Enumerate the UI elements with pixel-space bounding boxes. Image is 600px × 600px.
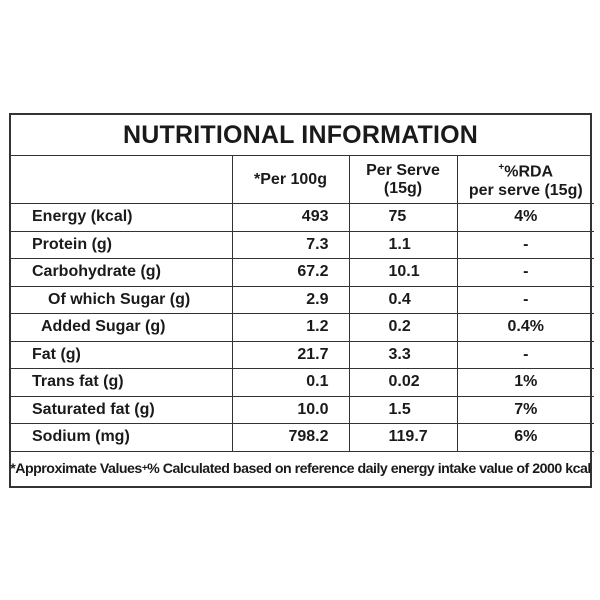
value-rda: - bbox=[456, 285, 594, 314]
value-per-100g: 7.3 bbox=[231, 230, 350, 259]
header-rda-line1: %RDA bbox=[504, 163, 554, 181]
header-per-100g-label: *Per 100g bbox=[254, 170, 327, 188]
nutrient-name: Sodium (mg) bbox=[11, 423, 233, 452]
value-per-serve: 10.1 bbox=[348, 258, 458, 287]
header-rda: +%RDA per serve (15g) bbox=[456, 156, 594, 204]
nutrient-name: Added Sugar (g) bbox=[11, 313, 233, 342]
table-row: Trans fat (g) 0.1 0.02 1% bbox=[11, 368, 594, 397]
value-rda: 1% bbox=[456, 368, 594, 397]
value-rda: 7% bbox=[456, 395, 594, 424]
value-per-serve: 0.02 bbox=[348, 368, 458, 397]
nutrient-name: Carbohydrate (g) bbox=[11, 258, 233, 287]
nutrient-name: Protein (g) bbox=[11, 230, 233, 259]
table-row: Fat (g) 21.7 3.3 - bbox=[11, 340, 594, 369]
header-rda-line2: per serve (15g) bbox=[468, 181, 583, 199]
header-per-serve-line1: Per Serve bbox=[366, 161, 440, 179]
nutrition-table: *Per 100g Per Serve (15g) +%RDA per serv… bbox=[11, 156, 594, 452]
nutrition-panel: NUTRITIONAL INFORMATION *Per 100g Per Se… bbox=[9, 113, 594, 488]
value-rda: - bbox=[456, 258, 594, 287]
nutrient-name: Of which Sugar (g) bbox=[11, 285, 233, 314]
table-header-row: *Per 100g Per Serve (15g) +%RDA per serv… bbox=[11, 156, 594, 204]
footnote: *Approximate Values + % Calculated based… bbox=[10, 451, 591, 486]
table-row: Carbohydrate (g) 67.2 10.1 - bbox=[11, 258, 594, 287]
value-per-serve: 0.4 bbox=[348, 285, 458, 314]
value-rda: 0.4% bbox=[456, 313, 594, 342]
nutrient-name: Trans fat (g) bbox=[11, 368, 233, 397]
header-per-serve: Per Serve (15g) bbox=[348, 156, 458, 204]
value-rda: - bbox=[456, 230, 594, 259]
value-per-100g: 0.1 bbox=[231, 368, 350, 397]
header-rda-mark: + bbox=[498, 162, 505, 174]
nutrient-name: Saturated fat (g) bbox=[11, 395, 233, 424]
value-rda: - bbox=[456, 340, 594, 369]
table-row: Saturated fat (g) 10.0 1.5 7% bbox=[11, 395, 594, 424]
header-nutrient bbox=[11, 156, 233, 204]
footnote-mark: + bbox=[141, 463, 148, 474]
value-rda: 4% bbox=[456, 203, 594, 232]
value-per-100g: 2.9 bbox=[231, 285, 350, 314]
table-row: Added Sugar (g) 1.2 0.2 0.4% bbox=[11, 313, 594, 342]
footnote-rda-note: % Calculated based on reference daily en… bbox=[147, 460, 591, 477]
value-per-100g: 67.2 bbox=[231, 258, 350, 287]
header-per-serve-line2: (15g) bbox=[383, 179, 423, 197]
value-per-serve: 119.7 bbox=[348, 423, 458, 452]
table-row: Of which Sugar (g) 2.9 0.4 - bbox=[11, 285, 594, 314]
value-per-100g: 798.2 bbox=[231, 423, 350, 452]
value-per-100g: 10.0 bbox=[231, 395, 350, 424]
value-per-serve: 1.5 bbox=[348, 395, 458, 424]
value-per-serve: 0.2 bbox=[348, 313, 458, 342]
table-row: Protein (g) 7.3 1.1 - bbox=[11, 230, 594, 259]
value-per-100g: 1.2 bbox=[231, 313, 350, 342]
value-rda: 6% bbox=[456, 423, 594, 452]
value-per-100g: 21.7 bbox=[231, 340, 350, 369]
value-per-serve: 75 bbox=[348, 203, 458, 232]
value-per-serve: 3.3 bbox=[348, 340, 458, 369]
value-per-100g: 493 bbox=[231, 203, 350, 232]
table-row: Energy (kcal) 493 75 4% bbox=[11, 203, 594, 232]
panel-title: NUTRITIONAL INFORMATION bbox=[11, 115, 590, 156]
footnote-approx: *Approximate Values bbox=[10, 460, 142, 477]
value-per-serve: 1.1 bbox=[348, 230, 458, 259]
nutrient-name: Fat (g) bbox=[11, 340, 233, 369]
header-per-100g: *Per 100g bbox=[231, 156, 350, 204]
table-row: Sodium (mg) 798.2 119.7 6% bbox=[11, 423, 594, 452]
nutrient-name: Energy (kcal) bbox=[11, 203, 233, 232]
